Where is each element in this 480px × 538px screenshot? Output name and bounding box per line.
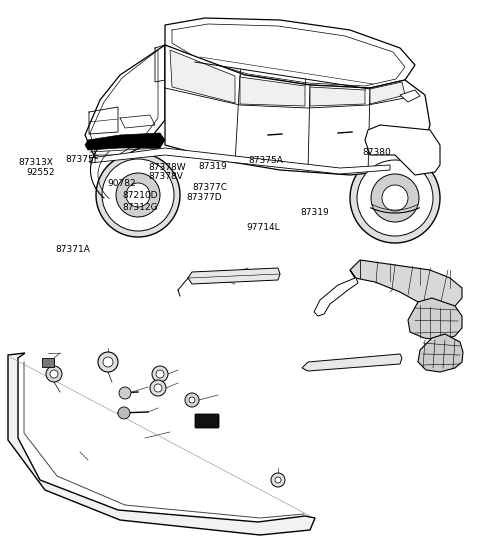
Bar (42, 358, 54, 367)
Text: 87377D: 87377D (186, 193, 222, 202)
Polygon shape (418, 334, 463, 372)
Circle shape (126, 183, 150, 207)
Polygon shape (85, 133, 165, 150)
Text: 87375F: 87375F (65, 155, 99, 164)
Text: 87380: 87380 (362, 148, 391, 157)
Text: 87210D: 87210D (122, 191, 157, 200)
Polygon shape (302, 354, 402, 371)
Polygon shape (170, 50, 235, 103)
Circle shape (185, 393, 199, 407)
Circle shape (271, 473, 285, 487)
Circle shape (154, 384, 162, 392)
Circle shape (116, 173, 160, 217)
Polygon shape (400, 90, 420, 102)
Circle shape (156, 370, 164, 378)
Circle shape (50, 370, 58, 378)
FancyBboxPatch shape (195, 414, 219, 428)
Polygon shape (85, 45, 165, 158)
Circle shape (98, 352, 118, 372)
Polygon shape (240, 77, 305, 106)
Circle shape (46, 366, 62, 382)
Text: 87312G: 87312G (122, 203, 157, 212)
Text: 87319: 87319 (300, 208, 329, 217)
Circle shape (103, 357, 113, 367)
Polygon shape (90, 148, 390, 174)
Polygon shape (8, 353, 315, 535)
Text: 87371A: 87371A (55, 245, 90, 254)
Text: 87313X: 87313X (18, 158, 53, 167)
Polygon shape (188, 268, 280, 284)
Polygon shape (408, 298, 462, 340)
Polygon shape (370, 82, 405, 104)
Polygon shape (310, 87, 365, 106)
Polygon shape (165, 45, 430, 175)
Circle shape (150, 380, 166, 396)
Circle shape (275, 477, 281, 483)
Text: 87319: 87319 (198, 162, 227, 171)
Polygon shape (165, 18, 415, 88)
Polygon shape (365, 125, 440, 175)
Circle shape (357, 160, 433, 236)
Text: 87375A: 87375A (248, 156, 283, 165)
Circle shape (382, 185, 408, 211)
Circle shape (119, 387, 131, 399)
Circle shape (96, 153, 180, 237)
Circle shape (152, 366, 168, 382)
Text: 92552: 92552 (26, 168, 55, 177)
Text: 90782: 90782 (107, 179, 136, 188)
Text: 87378W: 87378W (148, 163, 186, 172)
Polygon shape (350, 260, 462, 310)
Text: 87378V: 87378V (148, 172, 183, 181)
Circle shape (350, 153, 440, 243)
Circle shape (118, 407, 130, 419)
Circle shape (371, 174, 419, 222)
Circle shape (102, 159, 174, 231)
Circle shape (189, 397, 195, 403)
Polygon shape (314, 270, 358, 316)
Text: 97714L: 97714L (246, 223, 280, 232)
Text: 87377C: 87377C (192, 183, 227, 192)
